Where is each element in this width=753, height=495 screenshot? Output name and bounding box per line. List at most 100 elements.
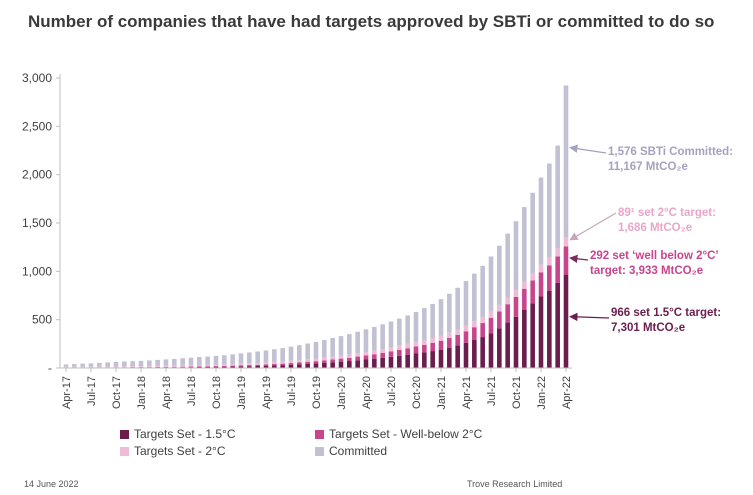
legend-label: Targets Set - Well-below 2°C (329, 427, 483, 441)
bar-segment (238, 363, 244, 366)
y-tick-label: 1,500 (22, 216, 52, 230)
x-tick-label: Oct-20 (411, 376, 423, 409)
y-tick-label: 1,000 (22, 264, 52, 278)
x-tick-label: Jan-20 (336, 376, 348, 410)
y-tick-label: - (48, 361, 52, 375)
bar-segment (480, 265, 485, 317)
bar-segment (305, 361, 310, 364)
bar-segment (380, 349, 385, 353)
legend-swatch (315, 446, 324, 456)
bar-segment (547, 290, 552, 368)
bar-segment (272, 364, 277, 366)
bar-segment (213, 364, 219, 367)
bar-segment (330, 356, 335, 360)
bar-segment (263, 362, 269, 365)
bar-segment (80, 363, 85, 367)
bar-segment (413, 311, 419, 342)
bar-segment (513, 316, 519, 368)
x-tick-label: Apr-20 (361, 376, 373, 409)
bar-segment (297, 362, 302, 365)
bar-segment (72, 364, 77, 367)
bar-segment (413, 341, 419, 347)
y-tick-label: 2,500 (22, 119, 52, 133)
bar-segment (547, 257, 552, 266)
bar-segment (538, 272, 544, 297)
bar-segment (88, 363, 94, 367)
bar-segment (397, 355, 402, 368)
bar-segment (313, 341, 319, 359)
bar-segment (305, 363, 310, 368)
x-axis: Apr-17 Jul-17 Oct-17 Jan-18 Apr-18 Jul-18 Oct-… (60, 367, 573, 410)
y-axis: - 500 1,000 1,500 2,000 2,500 3,000 (22, 71, 61, 375)
bar-segment (63, 366, 69, 368)
bar-segment (522, 288, 527, 310)
bar-segment (322, 340, 327, 358)
bar-segment (230, 364, 235, 366)
bar-segment (113, 366, 119, 368)
legend-label: Committed (329, 444, 388, 458)
bar-segment (122, 361, 127, 367)
bar-segment (422, 339, 427, 345)
x-tick-label: Jul-19 (286, 376, 298, 406)
bar-segment (397, 318, 402, 346)
annotation-arrow (569, 312, 610, 322)
bar-segment (472, 321, 477, 328)
bar-segment (355, 353, 360, 357)
bar-segment (422, 352, 427, 368)
bar-segment (397, 345, 402, 350)
bar-segment (388, 351, 394, 357)
bar-segment (447, 347, 452, 368)
bar-segment (80, 366, 85, 368)
annotation-arrow (569, 144, 607, 154)
x-tick-label: Oct-17 (111, 376, 123, 409)
bar-segment (105, 362, 110, 367)
bar-segment (213, 355, 219, 365)
annotation-arrows (569, 144, 617, 322)
bar-segment (313, 358, 319, 362)
bar-segment (222, 364, 227, 366)
bar-segment (222, 365, 227, 367)
bar-segment (563, 237, 569, 247)
bar-segment (322, 357, 327, 361)
x-tick-label: Jul-17 (86, 376, 98, 406)
x-tick-label: Oct-18 (211, 376, 223, 409)
bar-segment (505, 297, 510, 305)
bar-segment (405, 315, 410, 344)
bar-segment (347, 334, 352, 355)
bar-segment (288, 346, 294, 361)
bar-segment (405, 343, 410, 349)
bar-segment (338, 361, 344, 368)
bar-segment (463, 325, 469, 332)
bar-segment (488, 317, 494, 334)
bar-segment (197, 366, 202, 368)
x-tick-label: Oct-21 (511, 376, 523, 409)
bar-segment (488, 333, 494, 368)
bar-segment (238, 353, 244, 364)
x-tick-label: Jan-22 (536, 376, 548, 410)
bar-segment (413, 353, 419, 368)
bar-segment (472, 339, 477, 368)
legend-item-1-5c: Targets Set - 1.5°C (120, 427, 315, 441)
footer-date: 14 June 2022 (24, 479, 79, 489)
bar-segment (255, 364, 260, 366)
bar-segment (363, 355, 369, 360)
bar-segment (497, 328, 502, 368)
annotation-2c: 89¹ set 2°C target: 1,686 MtCO₂e (618, 207, 716, 234)
bar-segment (355, 331, 360, 354)
bar-segment (538, 296, 544, 368)
bar-segment (355, 360, 360, 368)
bar-segment (438, 340, 444, 350)
bar-segment (280, 363, 285, 366)
bar-segment (188, 366, 194, 368)
bar-segment (455, 334, 460, 346)
legend-label: Targets Set - 2°C (134, 444, 226, 458)
annotation-arrow (569, 212, 617, 241)
bar-segment (363, 359, 369, 368)
bar-segment (188, 357, 194, 366)
legend-swatch (120, 446, 129, 456)
bar-segment (163, 359, 169, 366)
bar-segment (272, 361, 277, 365)
bar-segment (222, 355, 227, 365)
legend-swatch (120, 429, 129, 439)
